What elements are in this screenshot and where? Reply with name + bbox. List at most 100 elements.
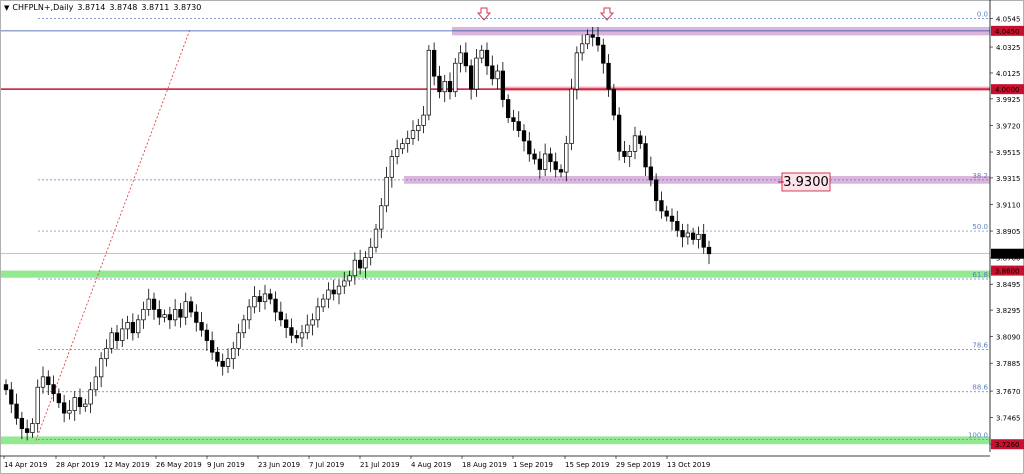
candle-bull <box>373 228 379 248</box>
badge-red-line-bg <box>991 84 1024 95</box>
candle-bear <box>178 309 183 318</box>
time-tick-label: 12 May 2019 <box>104 461 150 469</box>
candle-bear <box>606 62 611 90</box>
candle-bear <box>130 322 136 334</box>
candle-bull <box>120 328 125 341</box>
candle-bear <box>643 143 648 168</box>
candle-bull <box>585 34 590 45</box>
candle-bear <box>553 161 558 170</box>
candle-bull <box>368 246 373 258</box>
candle-bear <box>447 81 453 93</box>
price-tick-label: 3.9110 <box>996 201 1021 209</box>
candle-bull <box>241 319 247 334</box>
candle-bull <box>342 280 347 287</box>
price-tick-label: 4.0545 <box>996 16 1021 24</box>
candle-bull <box>141 309 146 321</box>
fib-level-label: 50.0 <box>972 223 988 231</box>
candle-bear <box>463 52 469 67</box>
candle-bear <box>706 246 712 255</box>
fib-level-label: 78.6 <box>972 342 988 350</box>
candle-bear <box>268 293 273 300</box>
badge-support-bg <box>991 265 1024 276</box>
candle-bull <box>696 233 701 240</box>
candle-bear <box>24 428 30 433</box>
candle-bear <box>537 158 543 170</box>
candle-bear <box>294 335 299 339</box>
candle-bull <box>379 205 384 230</box>
candle-bear <box>611 88 617 116</box>
time-tick-label: 9 Jun 2019 <box>207 461 245 469</box>
candle-bear <box>357 259 363 269</box>
mid-zone <box>404 175 990 184</box>
candle-bear <box>558 169 564 173</box>
fib-level-label: 38.2 <box>972 172 988 180</box>
candle-bear <box>622 151 627 157</box>
candle-bull <box>400 143 405 150</box>
candle-bull <box>246 306 252 321</box>
close-price: 3.8730 <box>173 3 202 12</box>
time-tick-label: 26 May 2019 <box>156 461 202 469</box>
dropdown-caret-icon[interactable]: ▼ <box>4 4 10 12</box>
candle-bear <box>151 298 157 310</box>
price-tick-label: 3.9720 <box>996 122 1021 130</box>
candle-bear <box>331 289 336 295</box>
candle-bull <box>389 156 395 178</box>
candle-bull <box>236 332 241 349</box>
fib-level-label: 61.8 <box>972 271 988 279</box>
support-zone <box>1 270 990 278</box>
candle-bull <box>352 259 358 277</box>
candle-bear <box>601 44 606 64</box>
time-tick-label: 13 Oct 2019 <box>667 461 710 469</box>
candle-bull <box>632 135 638 152</box>
candle-bull <box>405 138 410 144</box>
candle-bull <box>347 275 352 282</box>
candle-bull <box>252 296 257 308</box>
badge-resistance: 4.0450 <box>995 28 1020 36</box>
candle-bull <box>83 403 88 407</box>
time-tick-label: 1 Sep 2019 <box>513 461 553 469</box>
candle-bull <box>225 358 231 367</box>
candle-bull <box>542 153 548 170</box>
candle-bull <box>421 114 426 126</box>
candle-bear <box>664 210 669 217</box>
candle-bear <box>500 70 506 100</box>
candle-bull <box>299 332 305 339</box>
candle-bear <box>273 298 278 313</box>
candle-bull <box>88 389 93 405</box>
candle-bull <box>146 298 151 310</box>
price-tick-label: 4.0125 <box>996 70 1021 78</box>
price-tick-label: 3.7670 <box>996 388 1021 396</box>
down-arrow-marker <box>599 7 615 21</box>
candle-bear <box>257 296 262 303</box>
candle-bull <box>453 62 458 93</box>
price-tick-label: 3.9515 <box>996 149 1021 157</box>
candle-bull <box>30 423 35 433</box>
candle-bull <box>410 130 416 139</box>
candle-bear <box>77 397 83 407</box>
candle-bear <box>46 376 51 385</box>
price-tick-label: 3.7885 <box>996 360 1021 368</box>
candle-bull <box>336 285 342 295</box>
candle-bull <box>40 376 46 388</box>
candle-bull <box>479 49 484 59</box>
candle-bull <box>183 301 188 318</box>
price-tick-label: 3.8905 <box>996 228 1021 236</box>
candle-bull <box>135 319 141 334</box>
candle-bull <box>172 309 178 321</box>
candle-bear <box>61 402 67 414</box>
candle-bull <box>627 151 632 157</box>
candle-bear <box>680 230 685 238</box>
candle-bear <box>51 384 56 395</box>
candle-bear <box>220 360 225 367</box>
candle-bear <box>616 114 622 152</box>
candle-bull <box>574 52 580 90</box>
candle-bear <box>114 332 120 341</box>
down-arrow-icon <box>599 7 615 21</box>
candle-bull <box>495 70 500 80</box>
candle-bull <box>458 52 463 64</box>
badge-support: 3.8600 <box>995 268 1020 276</box>
candle-bear <box>648 166 654 181</box>
candle-bear <box>289 327 294 336</box>
candle-bull <box>67 410 72 414</box>
